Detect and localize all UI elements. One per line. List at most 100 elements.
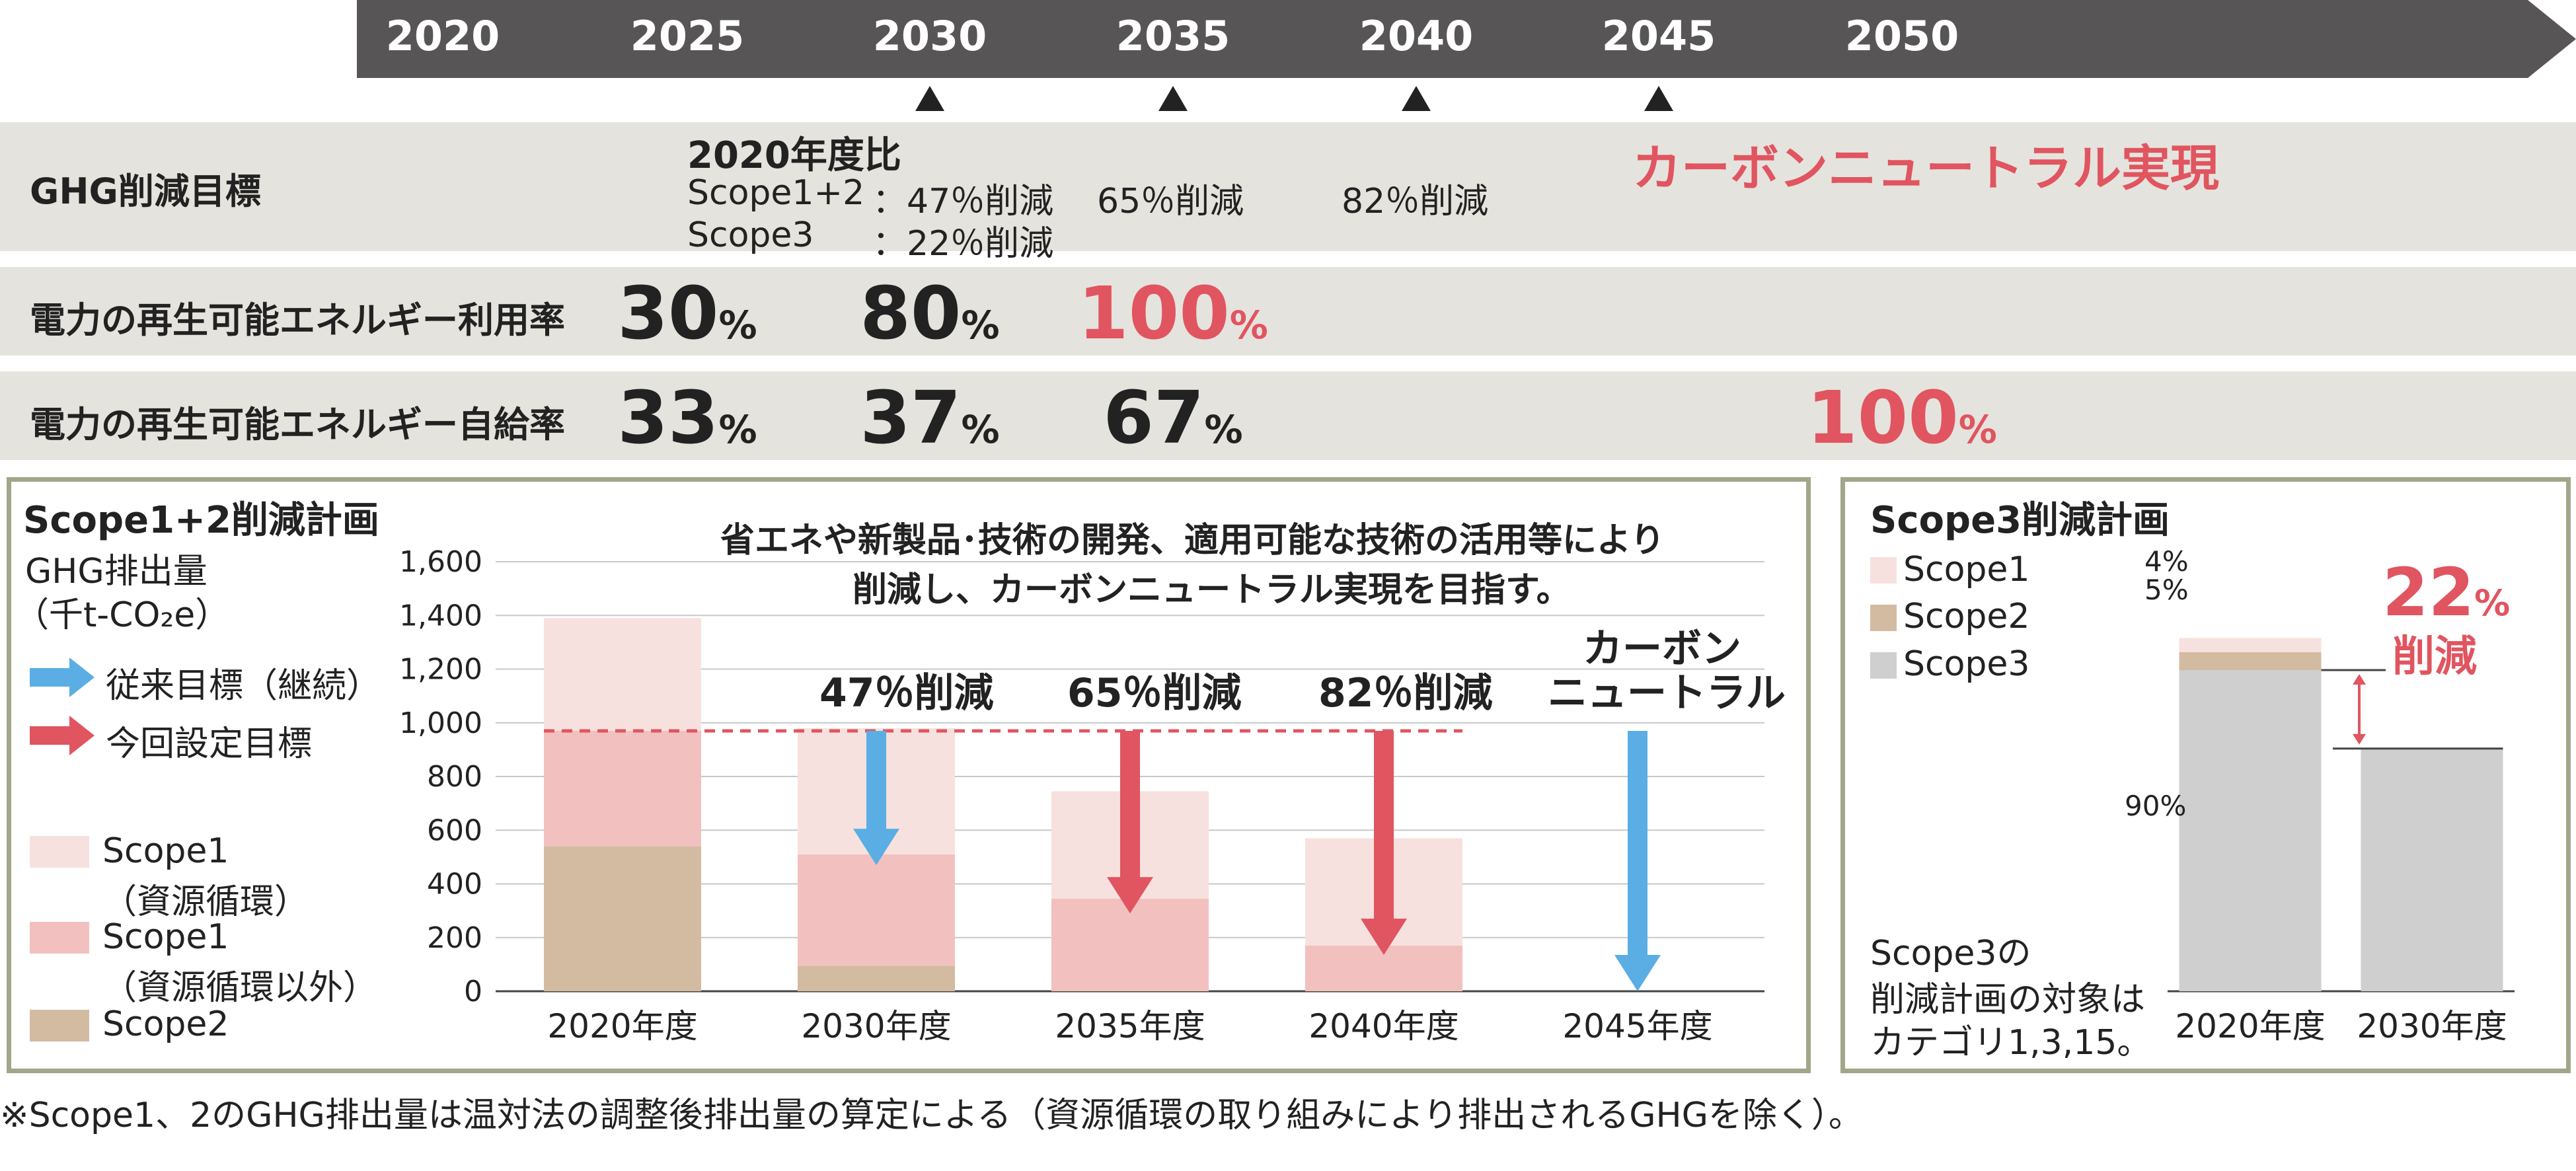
bar-scope1-other [798,854,955,966]
renew-self-label: 電力の再生可能エネルギー自給率 [30,404,565,445]
arrow-2040-icon [1361,730,1407,956]
ghg-base: 2020年度比 [687,134,901,177]
marker-2035-icon [1158,86,1188,111]
legend-red-arrow-icon [30,716,95,755]
year-2030: 2030 [872,12,987,60]
legend-blue-arrow-icon [30,658,95,697]
renew-self-band [0,371,2576,460]
y-tick-label: 600 [427,813,482,847]
s3-legend-swatch-s2 [1870,605,1897,631]
legend-s1a-2: （資源循環） [102,882,309,922]
renew-self-2030: 37% [860,375,1000,460]
label-47: 47％削減 [819,670,994,716]
ghg-band [0,122,2576,251]
year-2020: 2020 [385,12,500,60]
ghg-label: GHG削減目標 [30,170,261,212]
legend-s1b-2: （資源循環以外） [102,968,378,1008]
s3-note-3: カテゴリ1,3,15。 [1870,1023,2152,1063]
legend-s1b-1: Scope1 [102,917,229,957]
y-tick-label: 1,400 [399,599,482,632]
reduction-arrow-up-icon [2353,674,2366,685]
y-tick-label: 400 [427,868,482,901]
s3-legend-swatch-s1 [1870,557,1897,584]
arrow-2030-icon [853,730,899,866]
y-tick-label: 800 [427,760,482,794]
marker-2030-icon [915,86,944,111]
ghg-2035: 65％削減 [1097,182,1244,221]
s3-legend-s2: Scope2 [1903,597,2030,636]
year-2040: 2040 [1359,12,1474,60]
ghg-scope12-2030: ：47％削減 [872,182,1054,221]
scope12-unit-2: （千t-CO₂e） [15,595,230,635]
arrow-2035-icon [1107,730,1153,914]
year-2045: 2045 [1601,12,1716,60]
ghg-neutral: カーボンニュートラル実現 [1632,140,2219,197]
scope12-unit-1: GHG排出量 [25,552,208,591]
renew-self-2050: 100% [1807,375,1997,460]
marker-2040-icon [1402,86,1431,111]
year-2025: 2025 [630,12,745,60]
scope3-chart: 2020年度 2030年度 [2168,638,2515,1045]
y-tick-label: 200 [427,921,482,955]
year-2035: 2035 [1116,12,1231,60]
scope3-title: Scope3削減計画 [1870,499,2170,542]
ghg-scope12-label: Scope1+2 [687,173,865,213]
ghg-scope3-label: Scope3 [687,215,814,255]
ghg-scope3-2030: ：22％削減 [872,224,1054,264]
s3-note-2: 削減計画の対象は [1870,980,2146,1020]
scope12-note-2: 削減し、カーボンニュートラル実現を目指す。 [852,570,1571,610]
label-cn-1: カーボン [1583,626,1741,672]
renew-use-label: 電力の再生可能エネルギー利用率 [30,299,565,341]
x-tick-label: 2035年度 [1055,1007,1205,1045]
legend-swatch-s2 [30,1010,89,1041]
bar-scope1-other [1051,898,1209,991]
timeline-bar [357,0,2576,78]
legend-new: 今回設定目標 [106,724,313,764]
s3-legend-swatch-s3 [1870,652,1897,679]
arrow-2045-icon [1614,730,1661,991]
renew-use-band [0,267,2576,356]
s3-note-1: Scope3の [1870,934,2031,973]
scope12-chart: 0 200 400 600 800 1,000 1,200 1,400 1,600 2020年度 2… [399,545,1764,1045]
renew-use-2030: 80% [860,271,1000,356]
y-tick-label: 0 [464,975,482,1008]
y-tick-label: 1,000 [399,706,482,740]
s3-reduction-word: 削減 [2392,632,2477,681]
bar-scope2 [544,846,701,991]
s3-pct-s2: 5% [2144,574,2189,606]
reduction-arrow-down-icon [2353,734,2366,745]
scope12-note-1: 省エネや新製品･技術の開発、適用可能な技術の活用等により [720,521,1665,560]
x-tick-label: 2020年度 [2175,1007,2325,1045]
s3-legend-s3: Scope3 [1903,644,2030,684]
x-tick-label: 2040年度 [1308,1007,1458,1045]
bar-s3-scope2 [2179,652,2322,670]
s3-legend-s1: Scope1 [1903,550,2030,589]
label-82: 82％削減 [1318,670,1493,716]
y-tick-label: 1,200 [399,653,482,687]
legend-prev: 従来目標（継続） [106,666,381,706]
label-cn-2: ニュートラル [1548,670,1786,716]
bar-s3-scope3 [2361,748,2503,991]
x-tick-label: 2045年度 [1562,1007,1712,1045]
bar-scope1-other [544,730,701,847]
s3-reduction: 22% [2382,554,2511,631]
bar-scope2 [798,965,955,991]
scope12-title: Scope1+2削減計画 [23,499,379,542]
label-65: 65％削減 [1067,670,1242,716]
x-tick-label: 2030年度 [2357,1007,2507,1045]
s3-pct-s3: 90% [2125,790,2187,822]
renew-self-2035: 67% [1103,375,1243,460]
bar-s3-scope3 [2179,670,2322,991]
legend-swatch-s1-other [30,922,89,954]
marker-2045-icon [1644,86,1673,111]
legend-swatch-s1-recycle [30,836,89,868]
s3-pct-s1: 4% [2144,545,2189,578]
year-2050: 2050 [1844,12,1959,60]
legend-s2: Scope2 [102,1004,229,1044]
renew-use-2035: 100% [1078,271,1268,356]
bar-s3-scope1 [2179,638,2322,652]
renew-use-2025: 30% [617,271,757,356]
x-tick-label: 2020年度 [547,1007,697,1045]
y-tick-label: 1,600 [399,545,482,579]
bar-scope1-recycle [544,618,701,731]
